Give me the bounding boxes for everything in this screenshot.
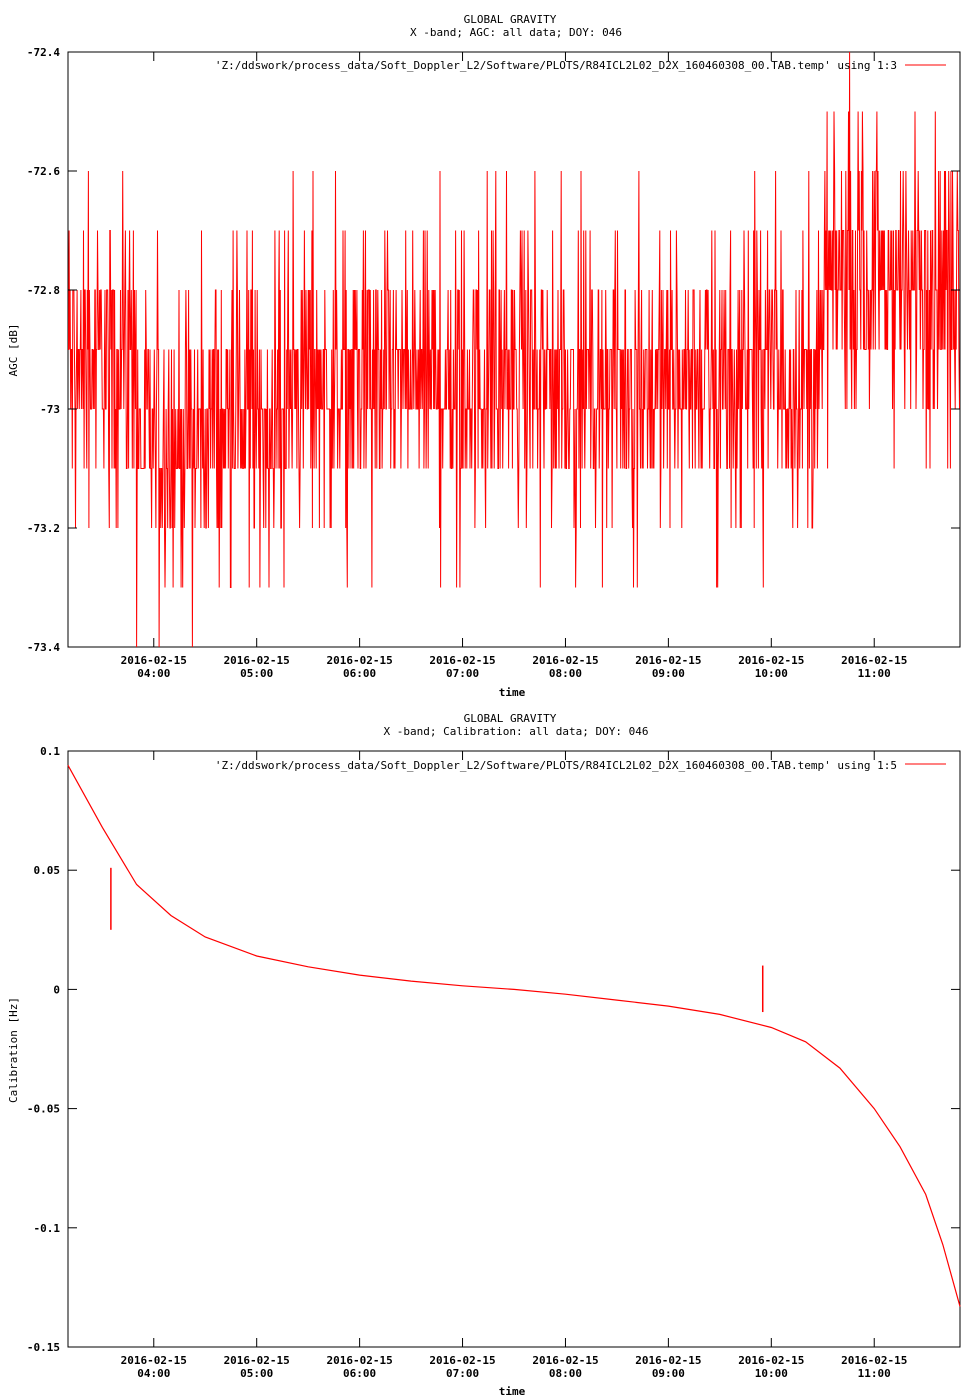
calibration-x-tick-date: 2016-02-15: [326, 1354, 392, 1367]
agc-y-tick-label: -72.4: [27, 46, 60, 59]
calibration-x-tick-date: 2016-02-15: [429, 1354, 495, 1367]
agc-y-axis-label: AGC [dB]: [7, 324, 20, 377]
agc-x-axis: 2016-02-1504:002016-02-1505:002016-02-15…: [121, 52, 907, 680]
calibration-y-axis: 0.1 0.05 0 -0.05 -0.1 -0.15: [27, 745, 960, 1354]
agc-x-tick-time: 10:00: [755, 667, 788, 680]
calibration-y-tick-label: -0.05: [27, 1103, 60, 1116]
agc-y-axis: -72.4 -72.6 -72.8 -73 -73.2 -73.4: [27, 46, 960, 654]
agc-x-tick-time: 05:00: [240, 667, 273, 680]
calibration-y-tick-label: 0: [53, 983, 60, 996]
agc-y-tick-label: -73.2: [27, 522, 60, 535]
calibration-series-line: [67, 765, 961, 1307]
agc-x-tick-date: 2016-02-15: [738, 654, 804, 667]
calibration-x-tick-time: 04:00: [137, 1367, 170, 1380]
agc-chart: GLOBAL GRAVITY X -band; AGC: all data; D…: [7, 13, 961, 699]
calibration-chart-title: GLOBAL GRAVITY: [464, 712, 557, 725]
calibration-y-tick-label: 0.1: [40, 745, 60, 758]
calibration-chart: GLOBAL GRAVITY X -band; Calibration: all…: [7, 712, 961, 1398]
calibration-x-tick-time: 09:00: [652, 1367, 685, 1380]
agc-x-tick-time: 11:00: [858, 667, 891, 680]
calibration-x-tick-date: 2016-02-15: [224, 1354, 290, 1367]
calibration-x-tick-date: 2016-02-15: [635, 1354, 701, 1367]
agc-x-tick-date: 2016-02-15: [429, 654, 495, 667]
calibration-plot-frame: [67, 750, 961, 1348]
calibration-x-tick-date: 2016-02-15: [532, 1354, 598, 1367]
calibration-legend: 'Z:/ddswork/process_data/Soft_Doppler_L2…: [215, 759, 946, 772]
calibration-y-tick-label: -0.1: [34, 1222, 61, 1235]
calibration-x-tick-date: 2016-02-15: [121, 1354, 187, 1367]
agc-x-tick-date: 2016-02-15: [841, 654, 907, 667]
calibration-x-tick-time: 08:00: [549, 1367, 582, 1380]
agc-x-tick-time: 04:00: [137, 667, 170, 680]
calibration-x-tick-time: 06:00: [343, 1367, 376, 1380]
calibration-trace: [67, 765, 961, 1307]
agc-y-tick-label: -73.4: [27, 641, 60, 654]
calibration-x-axis: 2016-02-1504:002016-02-1505:002016-02-15…: [121, 751, 907, 1380]
agc-chart-subtitle: X -band; AGC: all data; DOY: 046: [410, 26, 622, 39]
calibration-x-tick-time: 05:00: [240, 1367, 273, 1380]
agc-x-tick-date: 2016-02-15: [532, 654, 598, 667]
agc-x-tick-date: 2016-02-15: [121, 654, 187, 667]
agc-x-tick-time: 06:00: [343, 667, 376, 680]
agc-trace: [68, 51, 960, 648]
calibration-y-tick-label: -0.15: [27, 1341, 60, 1354]
agc-y-tick-label: -73: [40, 403, 60, 416]
agc-x-tick-time: 07:00: [446, 667, 479, 680]
agc-legend-label: 'Z:/ddswork/process_data/Soft_Doppler_L2…: [215, 59, 897, 72]
calibration-x-tick-date: 2016-02-15: [841, 1354, 907, 1367]
agc-chart-title: GLOBAL GRAVITY: [464, 13, 557, 26]
agc-series-line: [68, 51, 960, 648]
calibration-y-tick-label: 0.05: [34, 864, 61, 877]
agc-legend: 'Z:/ddswork/process_data/Soft_Doppler_L2…: [215, 59, 946, 72]
calibration-chart-subtitle: X -band; Calibration: all data; DOY: 046: [384, 725, 649, 738]
calibration-x-axis-label: time: [499, 1385, 526, 1398]
calibration-x-tick-time: 11:00: [858, 1367, 891, 1380]
calibration-x-tick-date: 2016-02-15: [738, 1354, 804, 1367]
calibration-x-tick-time: 10:00: [755, 1367, 788, 1380]
agc-x-axis-label: time: [499, 686, 526, 699]
agc-y-tick-label: -72.6: [27, 165, 60, 178]
calibration-y-axis-label: Calibration [Hz]: [7, 997, 20, 1103]
calibration-legend-label: 'Z:/ddswork/process_data/Soft_Doppler_L2…: [215, 759, 897, 772]
agc-x-tick-date: 2016-02-15: [326, 654, 392, 667]
calibration-x-tick-time: 07:00: [446, 1367, 479, 1380]
agc-x-tick-date: 2016-02-15: [635, 654, 701, 667]
agc-x-tick-date: 2016-02-15: [224, 654, 290, 667]
agc-x-tick-time: 09:00: [652, 667, 685, 680]
agc-y-tick-label: -72.8: [27, 284, 60, 297]
agc-x-tick-time: 08:00: [549, 667, 582, 680]
